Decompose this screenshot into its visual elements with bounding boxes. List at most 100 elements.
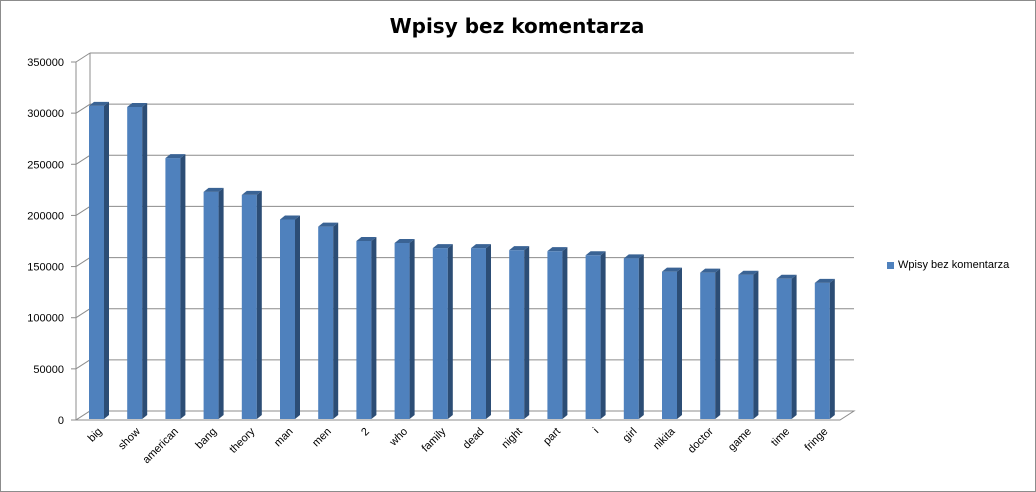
bar-top — [623, 254, 644, 259]
bar — [356, 236, 377, 419]
bar-front — [241, 194, 257, 419]
bar — [776, 274, 797, 419]
bar-front — [356, 240, 372, 419]
bars-layer — [89, 101, 835, 420]
bar-top — [662, 267, 682, 272]
x-tick-label: fringe — [802, 426, 830, 454]
x-tick-label: show — [116, 426, 143, 453]
gridline-depth — [75, 154, 91, 165]
bar-top — [776, 274, 797, 279]
bar-top — [280, 215, 300, 220]
y-tick-label: 50000 — [33, 364, 64, 376]
bar — [89, 101, 109, 420]
bar-side — [715, 268, 721, 419]
bar-top — [394, 239, 415, 243]
chart-floor — [74, 410, 856, 421]
bar — [203, 187, 224, 419]
y-tick-label: 300000 — [27, 108, 64, 120]
x-tick-label: game — [726, 426, 754, 454]
bar-side — [638, 254, 644, 419]
bar-front — [623, 258, 639, 419]
x-tick-label: big — [86, 426, 105, 445]
x-tick-label: men — [310, 426, 334, 450]
bar — [127, 102, 148, 420]
bar-front — [432, 248, 448, 419]
bar — [318, 222, 339, 419]
bar — [509, 246, 530, 419]
bar — [662, 267, 682, 419]
bar-top — [203, 187, 224, 192]
bar-side — [791, 274, 797, 419]
bar-top — [432, 244, 453, 249]
x-tick-label: doctor — [686, 425, 716, 455]
y-tick-label: 0 — [58, 415, 64, 427]
bar-top — [585, 251, 606, 256]
x-tick-label: time — [769, 426, 792, 449]
bar-side — [256, 190, 262, 419]
x-tick-label: girl — [621, 426, 640, 445]
bar — [432, 244, 453, 419]
y-tick-label: 200000 — [27, 210, 64, 222]
bar-top — [89, 101, 109, 106]
x-tick-label: man — [272, 426, 296, 450]
bar-front — [471, 248, 486, 419]
bar — [241, 190, 262, 419]
bar-side — [677, 267, 682, 419]
bar-side — [180, 154, 186, 420]
bar — [738, 270, 759, 419]
bar-side — [753, 270, 759, 419]
bar-side — [600, 251, 606, 419]
y-tick-label: 100000 — [27, 313, 64, 325]
bar-top — [509, 246, 530, 251]
bar — [814, 278, 835, 419]
x-tick-label: night — [499, 426, 524, 451]
grid-layer — [75, 52, 854, 421]
bar-top — [471, 244, 491, 249]
bar-front — [662, 271, 677, 419]
bar-top — [814, 278, 835, 283]
bar-top — [127, 102, 148, 107]
bar-top — [738, 270, 759, 275]
bar-front — [547, 251, 563, 419]
bar-side — [295, 215, 300, 419]
gridline-depth — [75, 257, 91, 267]
bar — [165, 154, 186, 420]
bar-side — [142, 102, 148, 420]
x-tick-label: dead — [461, 426, 487, 452]
bar-front — [700, 272, 716, 419]
bar-top — [547, 247, 568, 252]
bar-side — [104, 101, 109, 420]
bar — [585, 251, 606, 419]
bar-front — [318, 226, 334, 419]
gridline-depth — [75, 52, 91, 63]
x-tick-label: bang — [193, 426, 219, 452]
bar-front — [814, 282, 830, 419]
x-tick-label: 2 — [359, 426, 372, 439]
bar-side — [371, 236, 377, 419]
bar-side — [829, 278, 835, 419]
x-tick-label: theory — [227, 425, 257, 455]
bar — [623, 254, 644, 419]
bar-side — [486, 244, 491, 419]
bar-top — [241, 190, 262, 195]
bar-side — [333, 222, 339, 419]
bar — [280, 215, 300, 419]
bar — [547, 247, 568, 419]
y-tick-label: 150000 — [27, 262, 64, 274]
y-tick-label: 350000 — [27, 57, 64, 69]
x-tick-label: family — [420, 425, 449, 454]
bar-side — [562, 247, 568, 419]
bar-top — [165, 154, 186, 159]
bar-front — [280, 219, 295, 419]
x-tick-label: nikita — [651, 425, 678, 452]
x-tick-label: american — [141, 426, 181, 466]
x-tick-label: part — [541, 426, 563, 448]
bar-front — [509, 250, 525, 419]
bar-side — [409, 239, 415, 419]
bar-front — [738, 274, 754, 419]
gridline-depth — [75, 308, 91, 319]
legend-label: Wpisy bez komentarza — [898, 259, 1010, 271]
bar-front — [776, 278, 792, 419]
bar-front — [165, 158, 181, 420]
